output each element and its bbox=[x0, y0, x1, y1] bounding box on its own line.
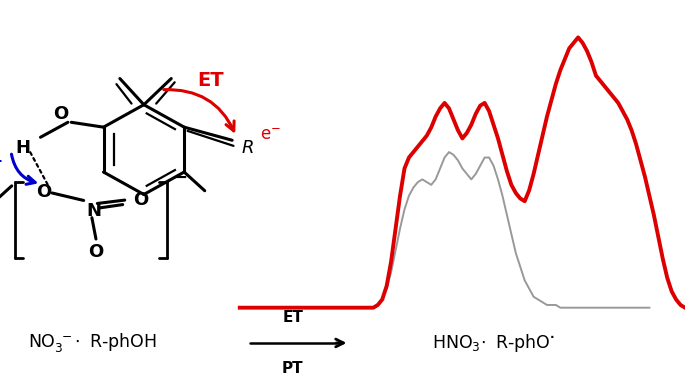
Text: $R$: $R$ bbox=[242, 139, 254, 157]
Text: HNO$_3\!\cdot$ R-phO$^{\boldsymbol{\cdot}}$: HNO$_3\!\cdot$ R-phO$^{\boldsymbol{\cdot… bbox=[432, 332, 555, 354]
Text: −: − bbox=[172, 169, 187, 187]
Text: O: O bbox=[53, 105, 68, 123]
Text: O: O bbox=[36, 183, 51, 201]
Text: NO$_3^{\ -}\!\cdot$ R-phOH: NO$_3^{\ -}\!\cdot$ R-phOH bbox=[28, 331, 157, 355]
Text: O: O bbox=[134, 191, 149, 209]
Text: PT: PT bbox=[282, 361, 303, 374]
Text: e$^{-}$: e$^{-}$ bbox=[260, 126, 281, 144]
Text: PT: PT bbox=[0, 160, 3, 175]
Text: H: H bbox=[16, 140, 31, 157]
Text: O: O bbox=[88, 243, 103, 261]
Text: N: N bbox=[86, 202, 101, 220]
Text: ET: ET bbox=[282, 310, 303, 325]
Text: ET: ET bbox=[197, 71, 223, 90]
